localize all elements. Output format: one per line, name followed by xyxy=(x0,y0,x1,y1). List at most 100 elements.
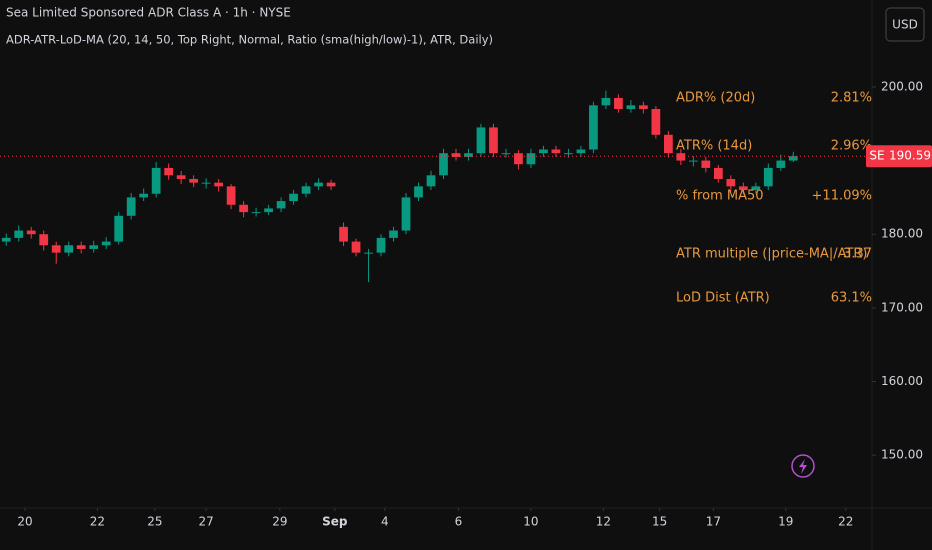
candle-body xyxy=(639,105,648,110)
x-tick-label: 4 xyxy=(381,515,389,529)
stat-value: 2.96% xyxy=(831,139,872,154)
candle-body xyxy=(713,167,723,179)
candle-body xyxy=(601,97,611,106)
candle-body xyxy=(364,252,373,254)
candle-body xyxy=(239,204,248,213)
candle-body xyxy=(663,134,673,154)
candle-body xyxy=(551,149,561,154)
candle-body xyxy=(126,197,136,216)
candle-body xyxy=(114,215,124,242)
candle-body xyxy=(751,186,761,191)
candle-body xyxy=(189,178,199,183)
candle-body xyxy=(89,245,99,249)
candle-body xyxy=(401,197,411,231)
candle-body xyxy=(426,175,436,187)
candle-body xyxy=(589,105,598,150)
candle-body xyxy=(451,153,461,157)
candle-body xyxy=(1,237,11,242)
candle-body xyxy=(351,241,361,253)
icon-ring xyxy=(791,454,815,478)
candle-body xyxy=(763,167,773,187)
x-tick-label: 17 xyxy=(706,515,721,529)
y-tick-label: 150.00 xyxy=(881,448,923,462)
candle-body xyxy=(51,245,61,253)
candle-body xyxy=(251,212,261,214)
stat-value: 63.1% xyxy=(831,291,872,306)
candle-body xyxy=(651,109,661,135)
symbol-label: SE xyxy=(869,149,884,163)
candle-body xyxy=(514,153,523,165)
candle-body xyxy=(151,167,161,194)
candle-body xyxy=(614,97,623,110)
stat-label: % from MA50 xyxy=(676,189,764,204)
candle-body xyxy=(14,230,24,238)
candle-body xyxy=(526,153,536,165)
candle-body xyxy=(201,182,211,184)
currency-button[interactable] xyxy=(885,7,925,42)
candle-body xyxy=(501,153,511,155)
candle-body xyxy=(276,201,286,209)
candle-body xyxy=(339,226,348,242)
stat-value: 2.81% xyxy=(831,91,872,106)
stat-label: ADR% (20d) xyxy=(676,91,755,106)
candle-body xyxy=(476,127,486,154)
candle-body xyxy=(176,175,186,179)
candle-body xyxy=(489,127,498,154)
y-tick-label: 180.00 xyxy=(881,227,923,241)
x-tick-label: 27 xyxy=(198,515,213,529)
candle-body xyxy=(701,160,711,168)
y-tick-label: 170.00 xyxy=(881,300,923,314)
candle-body xyxy=(576,149,586,154)
candle-body xyxy=(389,230,398,238)
candle-body xyxy=(26,230,36,235)
chart-title: Sea Limited Sponsored ADR Class A · 1h ·… xyxy=(6,6,291,20)
candle-body xyxy=(289,193,298,202)
candle-body xyxy=(264,208,273,213)
x-tick-label: 29 xyxy=(272,515,287,529)
candle-body xyxy=(776,160,786,168)
stat-label: ATR multiple (|price-MA|/ATR) xyxy=(676,247,868,262)
currency-label: USD xyxy=(892,18,918,32)
candle-body xyxy=(64,245,74,253)
candle-body xyxy=(314,182,323,187)
stat-value: 3.37 xyxy=(843,247,872,262)
x-tick-label: 6 xyxy=(455,515,463,529)
candle-body xyxy=(214,182,223,187)
candle-body xyxy=(738,186,748,191)
stat-label: ATR% (14d) xyxy=(676,139,752,154)
candle-body xyxy=(101,241,111,246)
stat-label: LoD Dist (ATR) xyxy=(676,291,770,306)
x-tick-label: 15 xyxy=(652,515,667,529)
x-tick-label: 25 xyxy=(147,515,162,529)
candle-body xyxy=(139,193,149,198)
candle-body xyxy=(726,178,736,187)
candle-body xyxy=(539,149,548,154)
candle-body xyxy=(788,156,798,161)
stat-value: +11.09% xyxy=(812,189,872,204)
candle-body xyxy=(39,234,49,246)
x-tick-label: 22 xyxy=(838,515,853,529)
y-tick-label: 200.00 xyxy=(881,79,923,93)
stats-table: ADR% (20d) 2.81% ATR% (14d) 2.96% % from MA5… xyxy=(676,91,872,306)
alert-icon[interactable] xyxy=(791,454,815,478)
x-tick-label: 12 xyxy=(596,515,611,529)
x-tick-label: 20 xyxy=(17,515,32,529)
candle-body xyxy=(376,237,386,253)
candle-body xyxy=(439,153,448,176)
plot xyxy=(0,90,872,283)
candle-body xyxy=(164,167,174,176)
candle-body xyxy=(76,245,86,249)
last-price-label: 190.59 xyxy=(889,149,931,163)
candle-body xyxy=(688,160,698,162)
x-tick-label: 10 xyxy=(523,515,538,529)
x-tick-label: Sep xyxy=(322,515,348,529)
candle-body xyxy=(464,153,473,157)
candle-body xyxy=(564,153,573,155)
price-tag xyxy=(866,145,932,168)
icon-bolt xyxy=(799,459,807,474)
y-tick-label: 160.00 xyxy=(881,374,923,388)
candle-body xyxy=(326,182,336,187)
candle-body xyxy=(676,153,686,161)
